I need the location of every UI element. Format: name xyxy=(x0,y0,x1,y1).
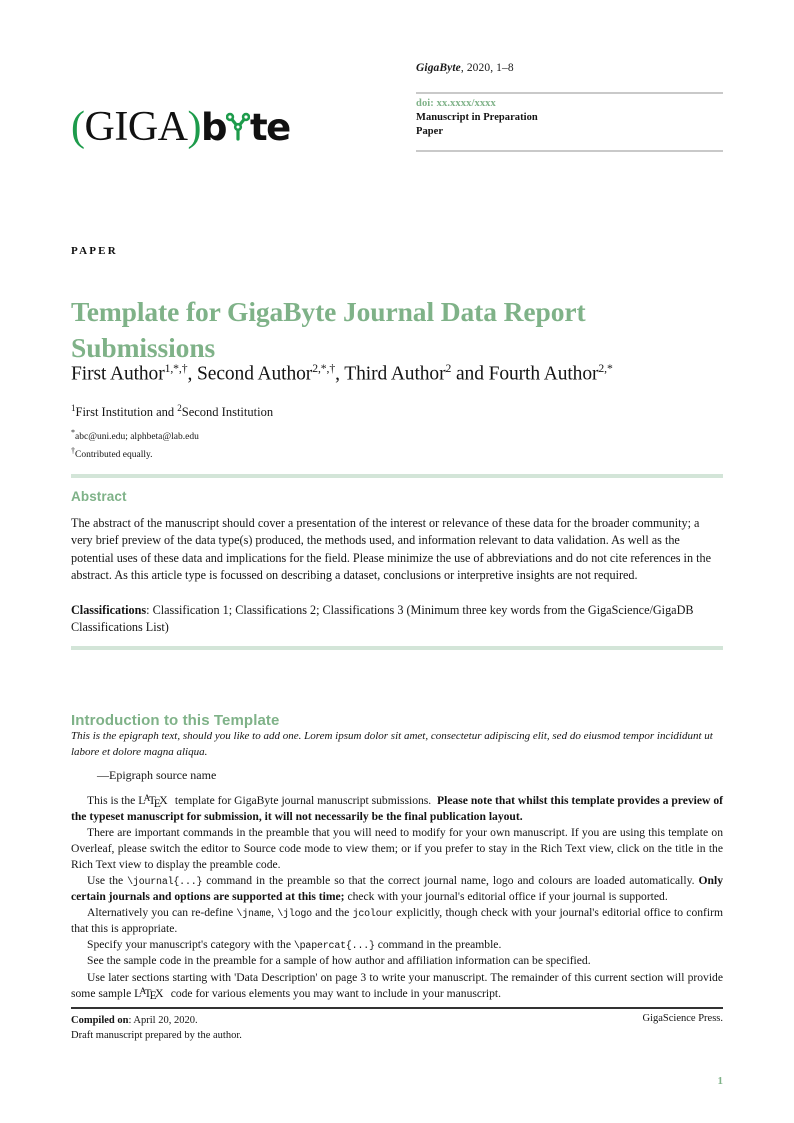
logo-giga-text: GIGA xyxy=(84,104,188,150)
epigraph-text: This is the epigraph text, should you li… xyxy=(71,730,713,758)
compiled-on-line: Compiled on: April 20, 2020. xyxy=(71,1013,242,1028)
journal-volume-pages: , 2020, 1–8 xyxy=(460,62,514,74)
author-list: First Author1,*,†, Second Author2,*,†, T… xyxy=(71,362,613,385)
footer-left: Compiled on: April 20, 2020. Draft manus… xyxy=(71,1013,242,1043)
logo-byte-b: b xyxy=(200,106,228,149)
manuscript-type: Paper xyxy=(416,125,444,137)
body-paragraph: This is the LATEX template for GigaByte … xyxy=(71,793,723,824)
manuscript-status: Manuscript in Preparation xyxy=(416,111,538,123)
introduction-body: This is the LATEX template for GigaByte … xyxy=(71,793,723,1002)
body-paragraph: Specify your manuscript's category with … xyxy=(87,938,502,952)
logo-network-y-icon xyxy=(225,110,251,142)
body-paragraph: Use later sections starting with 'Data D… xyxy=(71,970,723,1003)
footnote-email: *abc@uni.edu; alphbeta@lab.edu xyxy=(71,428,199,443)
section-heading-introduction: Introduction to this Template xyxy=(71,712,280,730)
affiliation-list: 1First Institution and 2Second Instituti… xyxy=(71,403,274,420)
paper-category-label: PAPER xyxy=(71,245,118,257)
footnote-equal-contrib: †Contributed equally. xyxy=(71,445,153,461)
draft-note: Draft manuscript prepared by the author. xyxy=(71,1030,242,1042)
footnote-equal-text: Contributed equally. xyxy=(75,450,153,461)
logo-paren-open: ( xyxy=(71,104,85,150)
body-paragraph: See the sample code in the preamble for … xyxy=(87,954,591,968)
journal-logo: (GIGA)b te xyxy=(71,104,291,150)
masthead: (GIGA)b te GigaByte, 2020, 1–8 xyxy=(71,62,723,172)
logo-byte-te: te xyxy=(249,106,291,149)
journal-citation-line: GigaByte, 2020, 1–8 xyxy=(416,62,514,74)
author-footnotes: *abc@uni.edu; alphbeta@lab.edu †Contribu… xyxy=(71,427,199,463)
masthead-meta: doi: xx.xxxx/xxxx Manuscript in Preparat… xyxy=(416,97,538,139)
compiled-on-value: : April 20, 2020. xyxy=(128,1015,198,1026)
footnote-email-text: abc@uni.edu; alphbeta@lab.edu xyxy=(75,432,199,443)
abstract-rule-bottom xyxy=(71,646,723,650)
abstract-text: The abstract of the manuscript should co… xyxy=(71,516,711,582)
compiled-on-label: Compiled on xyxy=(71,1015,129,1026)
doi-text: doi: xx.xxxx/xxxx xyxy=(416,98,496,109)
epigraph-source: —Epigraph source name xyxy=(97,768,217,782)
logo-wordmark: (GIGA)b te xyxy=(71,104,291,150)
footer-rule xyxy=(71,1007,723,1009)
classifications-text: : Classification 1; Classifications 2; C… xyxy=(71,603,694,635)
journal-name: GigaByte xyxy=(416,62,461,74)
body-paragraph: There are important commands in the prea… xyxy=(71,826,723,872)
masthead-rule-bottom xyxy=(416,150,723,152)
footer-press: GigaScience Press. xyxy=(642,1013,723,1024)
abstract-heading: Abstract xyxy=(71,489,127,504)
classifications: Classifications: Classification 1; Class… xyxy=(71,602,723,637)
page-number: 1 xyxy=(717,1075,724,1087)
logo-paren-close: ) xyxy=(187,104,201,150)
abstract-rule-top xyxy=(71,474,723,478)
classifications-label: Classifications xyxy=(71,603,147,617)
page-title: Template for GigaByte Journal Data Repor… xyxy=(71,296,586,363)
masthead-rule-top xyxy=(416,92,723,94)
body-paragraph: Alternatively you can re-define \jname, … xyxy=(71,906,724,936)
body-paragraph: Use the \journal{...} command in the pre… xyxy=(71,874,723,904)
